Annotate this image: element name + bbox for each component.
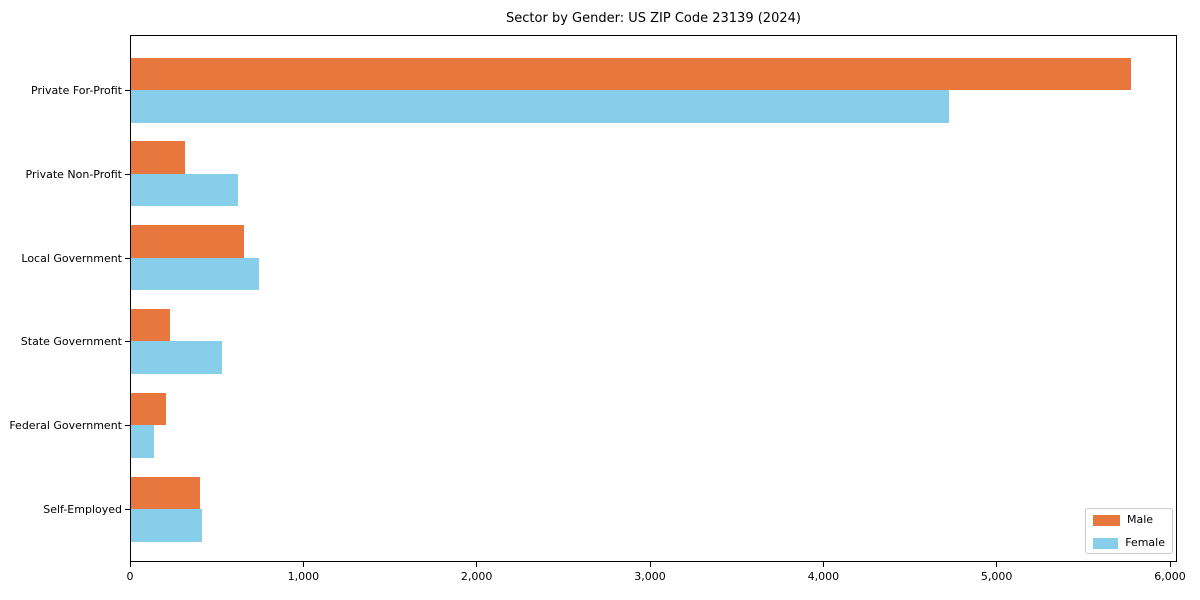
bar-female-5 [131,509,203,542]
x-tick-mark [129,562,131,567]
x-tick-label: 2,000 [460,570,493,583]
y-tick-mark [125,173,130,175]
legend-swatch-male-icon [1093,514,1120,526]
y-tick-label: Federal Government [9,419,122,433]
bar-male-1 [131,141,185,174]
bar-female-0 [131,90,950,123]
y-tick-label: Self-Employed [43,503,122,516]
x-tick-mark [822,562,824,567]
y-tick-label: Private Non-Profit [25,167,122,181]
legend-label-female: Female [1125,536,1165,549]
x-tick-label: 3,000 [634,570,666,583]
x-tick-label: 4,000 [807,570,840,583]
bar-female-1 [131,173,239,207]
y-tick-mark [125,425,130,427]
x-tick-label: 6,000 [1154,570,1186,583]
x-tick-mark [1169,562,1171,567]
y-tick-mark [125,509,130,510]
x-tick-mark [302,562,304,567]
bar-female-3 [131,341,222,374]
plot-area [130,35,1177,562]
x-tick-mark [649,562,651,567]
legend: Male Female [1085,508,1173,554]
bar-male-4 [131,392,166,426]
y-tick-mark [125,90,130,91]
legend-item-female: Female [1093,537,1165,549]
chart-title: Sector by Gender: US ZIP Code 23139 (202… [506,11,801,26]
bar-female-2 [131,257,260,291]
legend-swatch-female-icon [1093,537,1119,549]
bar-male-3 [131,308,170,342]
bar-male-5 [131,476,201,509]
legend-label-male: Male [1127,513,1154,526]
x-tick-label: 5,000 [980,570,1013,583]
y-tick-label: State Government [20,335,122,349]
y-tick-label: Private For-Profit [31,84,122,97]
legend-item-male: Male [1093,514,1165,526]
x-tick-mark [996,562,998,567]
x-tick-label: 0 [126,570,134,583]
bar-male-2 [131,225,244,258]
bar-male-0 [131,57,1132,90]
y-tick-mark [125,257,130,259]
bar-female-4 [131,425,154,458]
x-tick-mark [476,562,478,567]
y-tick-mark [125,341,130,343]
x-tick-label: 1,000 [287,570,320,583]
y-tick-label: Local Government [21,251,122,265]
